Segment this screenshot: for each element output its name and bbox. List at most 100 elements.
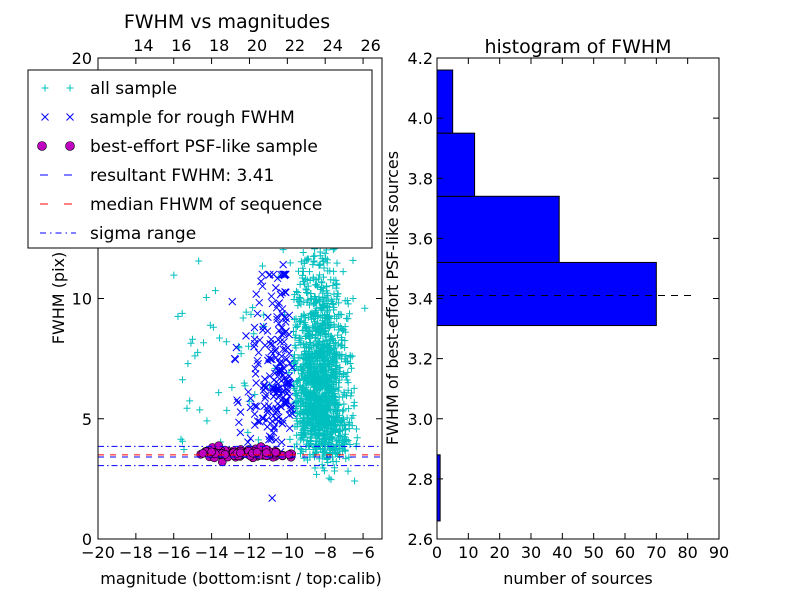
all-sample-point <box>341 323 349 331</box>
all-sample-point <box>349 295 357 303</box>
all-sample-point <box>294 366 302 374</box>
histogram-panel: histogram of FWHM 0 10 20 30 40 50 60 70 80 90 2.… <box>383 36 729 588</box>
all-sample-point <box>250 330 258 338</box>
rough-sample-point <box>278 288 286 297</box>
all-sample-point <box>361 304 369 312</box>
histogram-title: histogram of FWHM <box>484 36 671 58</box>
histogram-y-tick-label: 3.4 <box>408 290 433 309</box>
all-sample-point <box>307 387 315 395</box>
all-sample-point <box>323 282 331 290</box>
all-sample-point <box>315 455 323 463</box>
all-sample-point <box>327 296 335 304</box>
all-sample-point <box>334 290 342 298</box>
histogram-y-axis: 2.6 2.8 3.0 3.2 3.4 3.6 3.8 4.0 4.2 <box>408 49 719 549</box>
all-sample-point <box>254 436 262 444</box>
rough-sample-point <box>270 424 278 433</box>
all-sample-point <box>350 384 358 392</box>
all-sample-point <box>306 347 314 355</box>
all-sample-point <box>310 378 318 386</box>
rough-sample-point <box>285 330 293 339</box>
all-sample-point <box>320 264 328 272</box>
all-sample-point <box>346 351 354 359</box>
all-sample-point <box>304 255 312 263</box>
rough-sample-point <box>259 382 268 391</box>
psf-sample-point <box>271 447 280 457</box>
all-sample-point <box>286 435 294 443</box>
rough-sample-point <box>281 328 289 337</box>
all-sample-point <box>341 337 349 345</box>
all-sample-point <box>347 364 355 372</box>
rough-sample-point <box>259 386 268 394</box>
histogram-x-tick-label: 80 <box>677 543 697 562</box>
all-sample-point <box>304 313 312 321</box>
psf-sample-point <box>214 441 224 450</box>
all-sample-point <box>311 309 319 317</box>
legend-label: resultant FWHM: 3.41 <box>90 166 274 186</box>
histogram-x-tick-label: 60 <box>615 543 635 562</box>
all-sample-point <box>294 376 302 384</box>
all-sample-point <box>316 260 324 268</box>
legend-label: sample for rough FWHM <box>90 108 295 128</box>
all-sample-point <box>302 406 310 414</box>
all-sample-point <box>330 276 338 284</box>
histogram-y-tick-label: 4.2 <box>408 49 433 68</box>
rough-sample-point <box>278 366 287 375</box>
all-sample-point <box>316 407 324 415</box>
scatter-x-tick-label: −14 <box>195 543 229 562</box>
rough-sample-point <box>281 396 290 405</box>
all-sample-point <box>305 335 313 343</box>
rough-sample-point <box>283 343 292 352</box>
all-sample-point <box>332 450 340 458</box>
rough-sample-point <box>281 318 290 326</box>
all-sample-point <box>297 258 305 266</box>
all-sample-point <box>301 324 309 332</box>
rough-sample-point <box>236 408 245 416</box>
rough-sample-point <box>271 284 280 292</box>
all-sample-point <box>335 411 343 419</box>
histogram-y-tick-label: 3.6 <box>408 229 433 248</box>
all-sample-point <box>342 455 350 463</box>
rough-sample-point <box>275 359 284 368</box>
all-sample-point <box>346 310 354 318</box>
all-sample-point <box>316 325 324 333</box>
rough-sample-point <box>276 383 285 392</box>
all-sample-point <box>295 267 303 275</box>
rough-sample-point <box>277 352 286 361</box>
all-sample-point <box>300 259 308 267</box>
all-sample-point <box>321 301 329 309</box>
legend-entry: median FHWM of sequence <box>40 195 322 215</box>
all-sample-point <box>184 360 192 368</box>
all-sample-point <box>321 318 329 326</box>
rough-sample-point <box>252 379 261 387</box>
rough-sample-point <box>283 381 292 389</box>
all-sample-point <box>331 349 339 357</box>
rough-sample-point <box>258 326 267 334</box>
scatter-x-tick-label: −20 <box>81 543 115 562</box>
rough-sample-point <box>278 358 287 367</box>
all-sample-point <box>200 339 208 347</box>
rough-sample-point <box>279 260 288 269</box>
rough-sample-point <box>244 388 253 396</box>
all-sample-point <box>308 357 316 365</box>
all-sample-point <box>297 334 305 342</box>
rough-sample-point <box>273 312 281 321</box>
legend-box <box>27 69 373 249</box>
all-sample-point <box>300 413 308 421</box>
all-sample-point <box>309 425 317 433</box>
all-sample-point <box>335 383 343 391</box>
all-sample-point <box>316 271 324 279</box>
all-sample-point <box>309 404 317 412</box>
psf-sample-point <box>252 447 262 457</box>
all-sample-point <box>292 287 300 295</box>
all-sample-point <box>303 286 311 294</box>
histogram-x-tick-label: 10 <box>458 543 478 562</box>
all-sample-point <box>258 262 266 270</box>
all-sample-point <box>310 369 318 377</box>
all-sample-point <box>196 406 204 414</box>
all-sample-point <box>340 326 348 334</box>
all-sample-point <box>333 449 341 457</box>
legend-entry: resultant FWHM: 3.41 <box>40 166 274 186</box>
all-sample-point <box>320 397 328 405</box>
histogram-y-label: FWHM of best-effort PSF-like sources <box>383 151 402 445</box>
all-sample-point <box>305 420 313 428</box>
